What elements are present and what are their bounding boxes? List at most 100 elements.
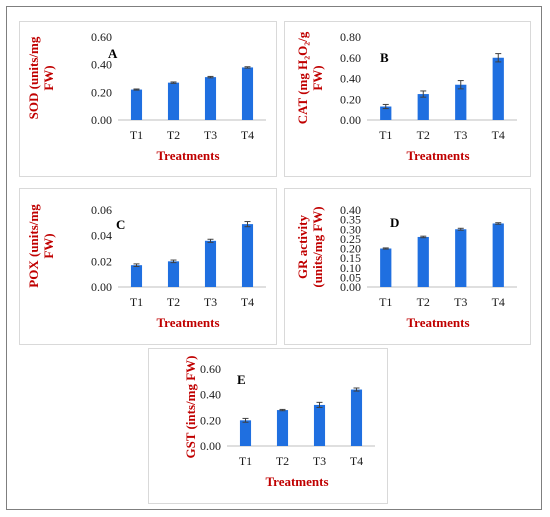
error-bar <box>420 235 427 239</box>
y-tick-label: 0.20 <box>91 85 112 99</box>
y-axis-title: CAT (mg H₂O₂/g <box>295 31 310 124</box>
y-axis-title: (units/mg FW) <box>310 206 325 287</box>
x-tick-label: T1 <box>130 128 143 142</box>
y-tick-label: 0.02 <box>91 254 112 268</box>
y-tick-label: 0.60 <box>91 30 112 44</box>
y-axis-title: FW) <box>310 65 325 90</box>
chart-svg: 0.00 0.20 0.40 0.60 0.80 T1 T2 T3 T4 Treatments B C… <box>295 30 517 163</box>
panel-letter: E <box>237 372 246 387</box>
error-bar <box>133 88 140 91</box>
y-axis-title: FW) <box>41 233 56 258</box>
error-bar <box>242 417 249 423</box>
error-bar <box>495 53 502 63</box>
x-tick-label: T3 <box>313 454 326 468</box>
bar-t2 <box>167 82 180 120</box>
y-tick-label: 0.00 <box>340 280 361 294</box>
x-tick-label: T4 <box>350 454 363 468</box>
bar-t2 <box>276 410 289 446</box>
error-bar <box>170 259 177 264</box>
x-tick-label: T3 <box>204 295 217 309</box>
bar-t4 <box>241 67 254 120</box>
x-tick-label: T4 <box>492 295 505 309</box>
y-tick-label: 0.00 <box>91 280 112 294</box>
y-tick-label: 0.60 <box>340 51 361 65</box>
y-tick-label: 0.15 <box>340 251 361 265</box>
y-tick-label: 0.20 <box>200 413 221 427</box>
error-bar <box>382 103 389 110</box>
y-tick-label: 0.20 <box>340 242 361 256</box>
x-axis-title: Treatments <box>156 148 219 163</box>
y-tick-label: 0.05 <box>340 270 361 284</box>
error-bar <box>207 238 214 243</box>
error-bar <box>495 222 502 225</box>
error-bar <box>207 75 214 79</box>
error-bar <box>457 227 464 231</box>
x-tick-label: T2 <box>167 295 180 309</box>
bar-t3 <box>204 77 217 120</box>
x-tick-label: T2 <box>417 295 430 309</box>
y-tick-label: 0.40 <box>340 203 361 217</box>
y-tick-label: 0.40 <box>200 388 221 402</box>
x-tick-label: T1 <box>239 454 252 468</box>
bar-t1 <box>130 265 143 287</box>
bar-t4 <box>350 389 363 446</box>
x-axis-title: Treatments <box>406 148 469 163</box>
bar-t3 <box>455 229 467 287</box>
y-axis-title: SOD (units/mg <box>26 36 41 119</box>
y-tick-label: 0.30 <box>340 222 361 236</box>
panel-e: 0.00 0.20 0.40 0.60 T1 T2 T3 T4 Treatments E GST (… <box>148 348 388 504</box>
y-tick-label: 0.60 <box>200 362 221 376</box>
y-tick-label: 0.35 <box>340 213 361 227</box>
error-bar <box>133 263 140 267</box>
y-axis-title: GST (ints/mg FW) <box>183 355 198 458</box>
x-tick-label: T3 <box>454 128 467 142</box>
bar-t2 <box>167 261 180 287</box>
chart-svg: 0.00 0.20 0.40 0.60 T1 T2 T3 T4 Treatments A SOD (… <box>26 30 266 163</box>
bar-t3 <box>455 84 467 120</box>
x-tick-label: T3 <box>204 128 217 142</box>
error-bar <box>279 408 286 412</box>
error-bar <box>353 387 360 392</box>
y-tick-label: 0.25 <box>340 232 361 246</box>
x-tick-label: T2 <box>167 128 180 142</box>
error-bar <box>316 401 323 408</box>
x-tick-label: T1 <box>379 295 392 309</box>
error-bar <box>382 247 389 250</box>
x-axis-title: Treatments <box>156 315 219 330</box>
bar-t4 <box>492 223 504 287</box>
bar-t1 <box>380 248 392 287</box>
y-tick-label: 0.04 <box>91 229 112 243</box>
x-tick-label: T3 <box>454 295 467 309</box>
bar-t2 <box>417 236 429 287</box>
y-axis-title: FW) <box>41 65 56 90</box>
error-bar <box>457 80 464 90</box>
y-axis-title: POX (units/mg <box>26 204 41 288</box>
panel-letter: C <box>116 217 125 232</box>
error-bar <box>244 221 251 228</box>
chart-svg: 0.00 0.20 0.40 0.60 T1 T2 T3 T4 Treatments E GST (… <box>183 355 375 489</box>
y-tick-label: 0.06 <box>91 203 112 217</box>
y-tick-label: 0.10 <box>340 261 361 275</box>
error-bar <box>420 90 427 98</box>
panel-c: 0.00 0.02 0.04 0.06 T1 T2 T3 T4 Treatments C POX (… <box>19 188 277 345</box>
figure-frame: 0.00 0.20 0.40 0.60 T1 T2 T3 T4 Treatments A SOD (… <box>6 6 542 510</box>
y-tick-label: 0.20 <box>340 92 361 106</box>
chart-svg: 0.000.050.100.150.200.250.300.350.40 T1 T2… <box>295 203 517 330</box>
bar-t1 <box>239 420 252 446</box>
x-tick-label: T1 <box>379 128 392 142</box>
x-tick-label: T2 <box>417 128 430 142</box>
bar-t3 <box>204 240 217 287</box>
x-tick-label: T2 <box>276 454 289 468</box>
panel-a: 0.00 0.20 0.40 0.60 T1 T2 T3 T4 Treatments A SOD (… <box>19 21 277 177</box>
bar-t1 <box>380 106 392 120</box>
x-tick-label: T4 <box>492 128 505 142</box>
panel-letter: A <box>108 46 118 61</box>
x-axis-title: Treatments <box>265 474 328 489</box>
bar-t4 <box>241 224 254 287</box>
x-axis-title: Treatments <box>406 315 469 330</box>
panel-letter: B <box>380 50 389 65</box>
y-axis-title: GR activity <box>295 215 310 279</box>
x-tick-label: T1 <box>130 295 143 309</box>
x-tick-label: T4 <box>241 295 254 309</box>
panel-letter: D <box>390 215 399 230</box>
